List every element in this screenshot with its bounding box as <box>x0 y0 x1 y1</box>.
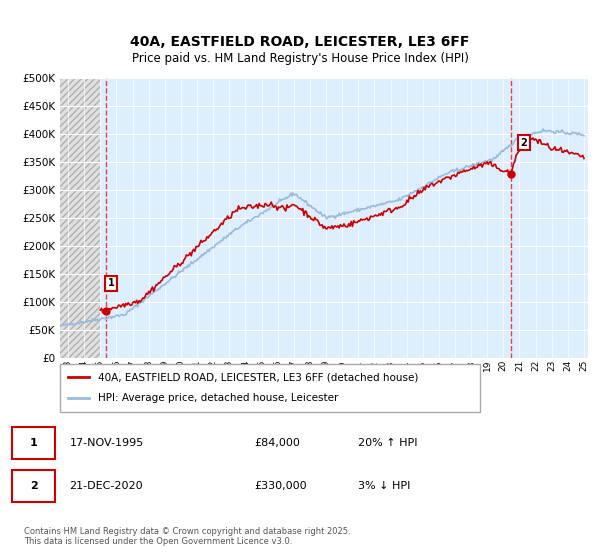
Text: 21-DEC-2020: 21-DEC-2020 <box>70 481 143 491</box>
Text: 1: 1 <box>30 438 37 449</box>
Text: £330,000: £330,000 <box>254 481 307 491</box>
Text: 2: 2 <box>520 138 527 148</box>
Text: Price paid vs. HM Land Registry's House Price Index (HPI): Price paid vs. HM Land Registry's House … <box>131 52 469 66</box>
Text: 17-NOV-1995: 17-NOV-1995 <box>70 438 144 449</box>
Text: 1: 1 <box>108 278 115 288</box>
Text: 3% ↓ HPI: 3% ↓ HPI <box>358 481 410 491</box>
FancyBboxPatch shape <box>60 364 480 412</box>
Text: 2: 2 <box>30 481 37 491</box>
Text: 40A, EASTFIELD ROAD, LEICESTER, LE3 6FF: 40A, EASTFIELD ROAD, LEICESTER, LE3 6FF <box>130 35 470 49</box>
FancyBboxPatch shape <box>12 427 55 459</box>
Text: HPI: Average price, detached house, Leicester: HPI: Average price, detached house, Leic… <box>98 393 338 403</box>
Text: £84,000: £84,000 <box>254 438 300 449</box>
Text: Contains HM Land Registry data © Crown copyright and database right 2025.
This d: Contains HM Land Registry data © Crown c… <box>24 526 350 546</box>
FancyBboxPatch shape <box>12 470 55 502</box>
Text: 40A, EASTFIELD ROAD, LEICESTER, LE3 6FF (detached house): 40A, EASTFIELD ROAD, LEICESTER, LE3 6FF … <box>98 372 418 382</box>
Text: 20% ↑ HPI: 20% ↑ HPI <box>358 438 417 449</box>
